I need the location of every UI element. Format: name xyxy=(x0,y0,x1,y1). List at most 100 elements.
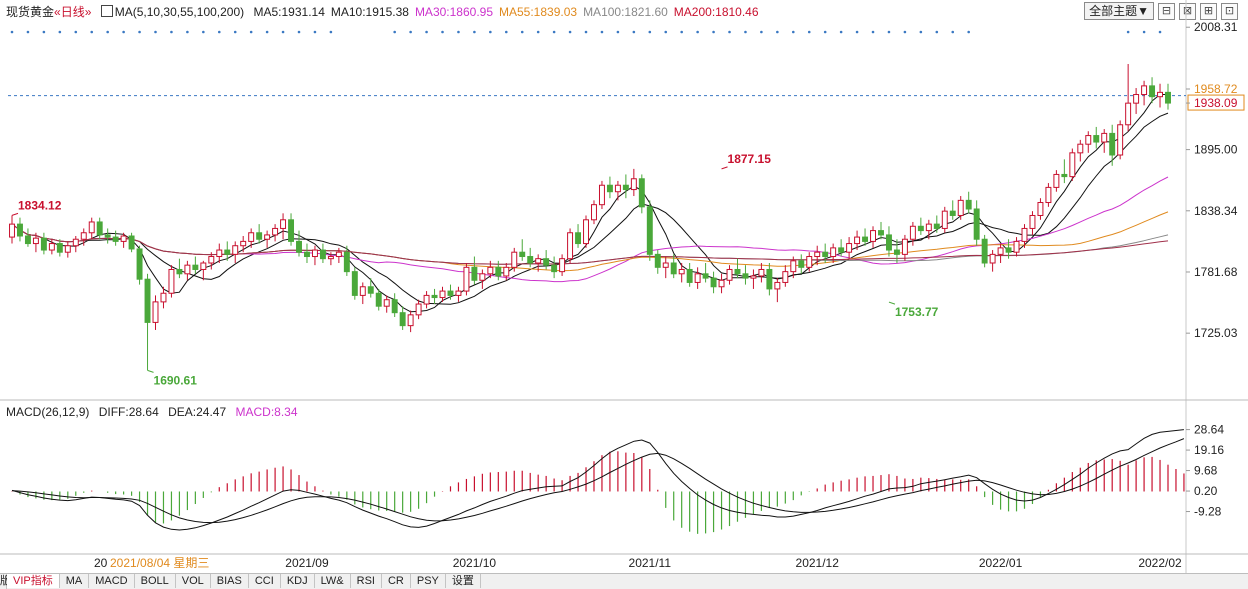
signal-dot xyxy=(568,30,572,34)
candle-body xyxy=(662,262,669,268)
candle-body xyxy=(208,256,215,264)
candle-body xyxy=(710,277,717,288)
candle-body xyxy=(160,292,167,303)
tab-10[interactable]: CR xyxy=(382,574,411,588)
tab-11[interactable]: PSY xyxy=(411,574,446,588)
signal-dot xyxy=(648,30,652,34)
candle-body xyxy=(296,240,302,253)
candle-body xyxy=(367,286,374,294)
tab-12[interactable]: 设置 xyxy=(446,574,481,588)
signal-dot xyxy=(10,30,14,34)
tab-9[interactable]: RSI xyxy=(351,574,382,588)
candle-body xyxy=(1005,247,1012,253)
price-tick-label: 1958.72 xyxy=(1194,82,1238,96)
signal-dot xyxy=(249,30,253,34)
candle-body xyxy=(750,275,757,279)
candle-body xyxy=(1117,124,1124,156)
candle-body xyxy=(646,206,653,255)
candle-body xyxy=(17,223,23,237)
signal-dot xyxy=(712,30,715,34)
ma-title: MA(5,10,30,55,100,200) xyxy=(114,5,245,19)
signal-dot xyxy=(600,30,604,34)
candle-body xyxy=(742,273,749,279)
date-tick-label: 2021/11 xyxy=(629,556,672,570)
price-tick-label: 1895.00 xyxy=(1194,143,1238,157)
candle-body xyxy=(1069,152,1076,178)
tab-0[interactable]: VIP指标 xyxy=(7,574,60,588)
signal-dot xyxy=(170,30,173,34)
candle-body xyxy=(654,253,661,268)
signal-dot xyxy=(297,30,301,34)
signal-dot xyxy=(26,30,30,34)
candle-body xyxy=(128,235,135,250)
candle-body xyxy=(1093,135,1100,143)
indicator-tab-bar: 版 VIP指标 MA MACD BOLL VOL BIAS CCI KDJ LW& RSI CR PS… xyxy=(0,573,1248,589)
price-tick-label: 1938.09 xyxy=(1194,96,1238,110)
candle-body xyxy=(168,268,175,294)
candle-body xyxy=(359,286,366,296)
candle-body xyxy=(551,264,558,273)
candle-body xyxy=(854,236,861,245)
ma-value-4: MA100:1821.60 xyxy=(583,5,668,19)
tab-4[interactable]: VOL xyxy=(176,574,211,588)
crosshair-icon[interactable]: ⊠ xyxy=(1179,2,1196,20)
candle-body xyxy=(240,240,247,247)
candle-body xyxy=(543,258,550,266)
candle-body xyxy=(503,266,510,277)
candle-body xyxy=(559,258,566,273)
candle-body xyxy=(511,251,518,268)
price-header: 现货黄金«日线» MA(5,10,30,55,100,200) MA5:1931… xyxy=(6,4,771,20)
signal-dot xyxy=(871,30,875,34)
signal-dot xyxy=(42,30,46,34)
theme-dropdown-button[interactable]: 全部主题▼ xyxy=(1084,2,1154,20)
ma10-line xyxy=(11,112,1169,305)
tab-1[interactable]: MA xyxy=(60,574,90,588)
signal-dot xyxy=(552,30,556,34)
signal-dot xyxy=(74,30,78,34)
signal-dot xyxy=(106,30,109,34)
candle-body xyxy=(64,245,71,253)
candle-body xyxy=(885,234,892,251)
candle-body xyxy=(415,303,422,316)
maximize-icon[interactable]: ⊡ xyxy=(1221,2,1238,20)
candle-body xyxy=(1013,240,1020,253)
candle-body xyxy=(670,262,677,275)
candle-body xyxy=(798,260,805,268)
candle-body xyxy=(1029,214,1036,229)
candle-body xyxy=(1077,143,1084,154)
tab-6[interactable]: CCI xyxy=(249,574,281,588)
ma-value-2: MA30:1860.95 xyxy=(414,5,493,19)
candle-body xyxy=(272,227,279,236)
tab-7[interactable]: KDJ xyxy=(281,574,315,588)
candle-body xyxy=(288,219,295,242)
zoom-icon[interactable]: ⊞ xyxy=(1200,2,1217,20)
signal-dot xyxy=(504,30,508,34)
candle-body xyxy=(893,249,900,255)
candle-body xyxy=(622,184,629,191)
candle-body xyxy=(638,178,645,208)
candle-body xyxy=(583,219,589,245)
signal-dot xyxy=(409,30,412,34)
candle-body xyxy=(248,232,255,242)
candle-body xyxy=(949,210,956,216)
tab-3[interactable]: BOLL xyxy=(135,574,176,588)
signal-dot xyxy=(696,30,699,34)
candle-body xyxy=(1045,186,1052,204)
candle-body xyxy=(375,292,382,307)
candle-body xyxy=(981,238,988,264)
tab-2[interactable]: MACD xyxy=(89,574,135,588)
candle-body xyxy=(1165,91,1171,104)
tab-5[interactable]: BIAS xyxy=(211,574,249,588)
candle-body xyxy=(878,230,884,236)
candle-body xyxy=(407,314,414,327)
tab-8[interactable]: LW& xyxy=(315,574,351,588)
layout-icon[interactable]: ⊟ xyxy=(1158,2,1175,20)
date-cursor-label: 2021/08/04 星期三 xyxy=(110,556,209,570)
signal-dot xyxy=(728,30,731,34)
candle-body xyxy=(606,184,613,193)
signal-dot xyxy=(1126,30,1130,34)
candle-body xyxy=(917,225,924,232)
price-tick-label: 1838.34 xyxy=(1194,204,1238,218)
period-selector[interactable]: «日线» xyxy=(54,5,92,19)
